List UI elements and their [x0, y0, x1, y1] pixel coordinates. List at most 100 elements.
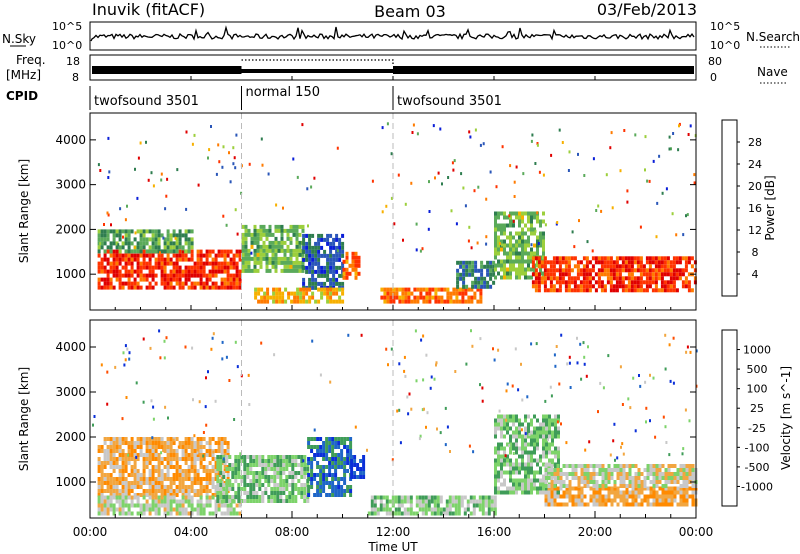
- heatmap-cell-5: [376, 511, 380, 516]
- heatmap-cell-8: [515, 243, 518, 248]
- heatmap-scatter-point: [404, 374, 407, 378]
- heatmap-cell-1: [121, 245, 125, 250]
- heatmap-cell-0: [175, 437, 179, 441]
- heatmap-scatter-point: [567, 169, 570, 172]
- heatmap-cell-0: [199, 249, 203, 254]
- heatmap-cell-0: [232, 281, 236, 286]
- heatmap-cell-3: [308, 265, 312, 270]
- heatmap-cell-3: [332, 261, 336, 266]
- heatmap-cell-0: [202, 469, 206, 473]
- heatmap-cell-0: [172, 269, 176, 274]
- heatmap-cell-7: [556, 494, 560, 499]
- heatmap-cell-3: [340, 453, 344, 457]
- heatmap-cell-5: [370, 511, 374, 516]
- heatmap-scatter-point: [620, 445, 622, 449]
- heatmap-cell-2: [297, 463, 301, 467]
- heatmap-cell-2: [274, 236, 278, 241]
- heatmap-cell-0: [193, 281, 197, 286]
- heatmap-cell-6: [395, 287, 399, 292]
- heatmap-cell-6: [542, 454, 545, 459]
- heatmap-cell-5: [394, 495, 398, 500]
- heatmap-cell-8: [607, 468, 611, 472]
- heatmap-scatter-point: [481, 399, 484, 403]
- heatmap-cell-8: [518, 243, 521, 248]
- heatmap-cell-6: [554, 418, 557, 423]
- heatmap-cell-6: [389, 299, 393, 304]
- heatmap-scatter-point: [454, 370, 457, 373]
- heatmap-cell-5: [394, 507, 398, 512]
- heatmap-cell-6: [479, 299, 483, 304]
- heatmap-cell-0: [121, 493, 125, 497]
- heatmap-cell-0: [133, 253, 137, 258]
- heatmap-cell-9: [576, 260, 580, 265]
- heatmap-cell-7: [580, 490, 584, 495]
- heatmap-cell-0: [193, 453, 197, 457]
- heatmap-scatter-point: [556, 221, 559, 224]
- heatmap-cell-1: [154, 511, 158, 516]
- heatmap-cell-9: [654, 276, 658, 281]
- heatmap-cell-0: [169, 437, 173, 441]
- heatmap-cell-8: [515, 247, 518, 252]
- heatmap-cell-6: [443, 287, 447, 292]
- heatmap-cell-2: [300, 491, 304, 495]
- heatmap-cell-0: [172, 253, 176, 258]
- heatmap-scatter-point: [671, 212, 674, 216]
- heatmap-cell-9: [621, 268, 625, 273]
- heatmap-scatter-point: [137, 156, 140, 160]
- heatmap-cell-8: [515, 259, 518, 264]
- heatmap-scatter-point: [336, 146, 339, 150]
- heatmap-cell-7: [637, 486, 641, 491]
- heatmap-cell-7: [595, 502, 599, 507]
- heatmap-cell-7: [664, 486, 668, 491]
- heatmap-cell-7: [601, 494, 605, 499]
- heatmap-cell-6: [428, 287, 432, 292]
- heatmap-cell-3: [332, 281, 336, 286]
- heatmap-cell-5: [357, 259, 361, 264]
- heatmap-cell-0: [229, 277, 233, 282]
- heatmap-scatter-point: [665, 441, 668, 444]
- heatmap-cell-3: [343, 465, 347, 469]
- heatmap-cell-6: [413, 295, 417, 300]
- heatmap-cell-0: [178, 249, 182, 254]
- heatmap-cell-9: [672, 280, 676, 285]
- heatmap-cell-9: [564, 288, 568, 293]
- heatmap-cell-0: [211, 453, 215, 457]
- heatmap-cell-0: [136, 281, 140, 286]
- heatmap-cell-0: [175, 253, 179, 258]
- heatmap-cell-8: [583, 484, 587, 488]
- heatmap-cell-6: [497, 458, 500, 463]
- heatmap-cell-3: [319, 481, 323, 485]
- heatmap-cell-1: [136, 229, 140, 234]
- heatmap-cell-3: [322, 469, 326, 473]
- heatmap-cell-5: [451, 503, 455, 508]
- heatmap-cell-9: [561, 272, 565, 277]
- heatmap-cell-0: [142, 469, 146, 473]
- heatmap-cell-6: [518, 434, 521, 439]
- heatmap-cell-7: [691, 502, 695, 507]
- heatmap-cell-5: [478, 507, 482, 512]
- heatmap-scatter-point: [646, 179, 649, 183]
- heatmap-cell-2: [285, 455, 289, 459]
- heatmap-cell-1: [133, 495, 137, 500]
- heatmap-cell-7: [486, 264, 490, 269]
- heatmap-cell-2: [253, 256, 257, 261]
- heatmap-cell-8: [497, 227, 500, 232]
- heatmap-cell-0: [166, 485, 170, 489]
- heatmap-cell-8: [586, 480, 590, 484]
- heatmap-cell-1: [184, 495, 188, 500]
- heatmap-cell-7: [649, 490, 653, 495]
- heatmap-cell-0: [205, 449, 209, 453]
- heatmap-cell-8: [631, 480, 635, 484]
- heatmap-cell-0: [145, 437, 149, 441]
- heatmap-cell-0: [184, 273, 188, 278]
- heatmap-cell-2: [255, 455, 259, 459]
- heatmap-cell-4: [350, 467, 354, 471]
- heatmap-cell-0: [133, 485, 137, 489]
- heatmap-cell-0: [97, 477, 101, 481]
- heatmap-cell-5: [379, 499, 383, 504]
- heatmap-scatter-point: [450, 209, 453, 213]
- heatmap-cell-0: [97, 489, 101, 493]
- heatmap-cell-0: [157, 473, 161, 477]
- heatmap-cell-2: [280, 248, 284, 253]
- heatmap-cell-0: [157, 261, 161, 266]
